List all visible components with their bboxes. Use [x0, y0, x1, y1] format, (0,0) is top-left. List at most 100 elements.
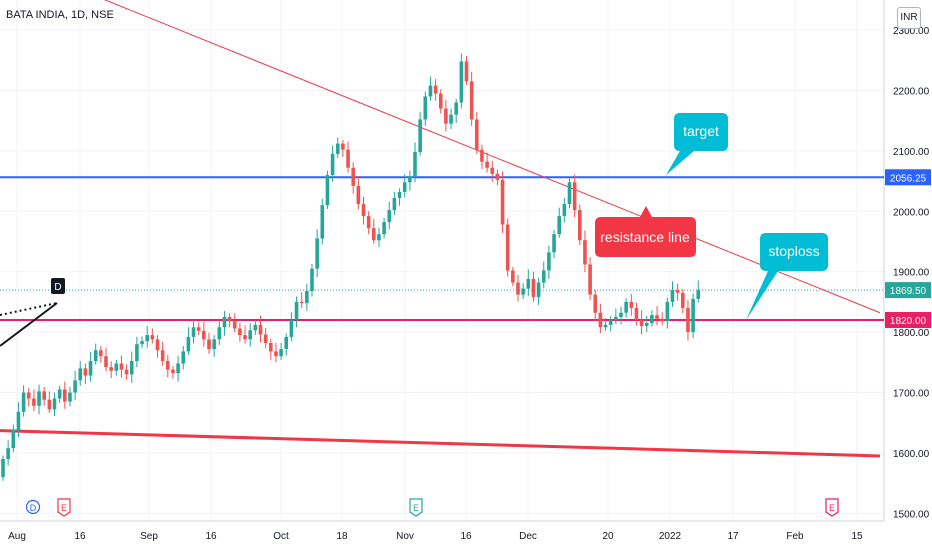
- candle-body: [696, 290, 701, 299]
- candle-body: [598, 312, 603, 328]
- candle-body: [552, 234, 556, 253]
- candle-body: [583, 240, 587, 265]
- candle-body: [634, 307, 639, 321]
- earnings-marker-1[interactable]: E: [57, 498, 71, 517]
- candle-body: [299, 301, 304, 304]
- earnings-marker-2[interactable]: E: [409, 498, 423, 517]
- candle-body: [171, 369, 175, 374]
- pattern-line[interactable]: [0, 302, 58, 347]
- candle-body: [155, 339, 160, 351]
- candle-body: [670, 289, 675, 302]
- candles: [1, 53, 701, 481]
- candle-body: [449, 114, 453, 124]
- time-tick-label: Feb: [786, 531, 804, 542]
- candle-body: [361, 204, 366, 217]
- candle-body: [547, 252, 551, 271]
- candle-body: [603, 324, 608, 328]
- candle-body: [691, 298, 695, 333]
- candle-body: [202, 330, 206, 340]
- candle-body: [572, 182, 577, 211]
- price-tick-label: 1600.00: [893, 449, 930, 460]
- candle-body: [78, 368, 83, 381]
- candle-body: [413, 152, 417, 177]
- candle-body: [557, 216, 561, 235]
- candle-body: [16, 411, 21, 430]
- stoploss-callout[interactable]: stoploss: [746, 233, 828, 320]
- candle-body: [26, 392, 31, 399]
- candle-body: [1, 458, 5, 478]
- candle-body: [330, 153, 335, 176]
- candle-body: [68, 392, 72, 402]
- time-tick-label: 16: [74, 531, 86, 542]
- candle-body: [289, 320, 294, 337]
- candle-body: [619, 312, 623, 317]
- candle-body: [480, 149, 484, 162]
- time-tick-label: 17: [727, 531, 739, 542]
- candle-body: [681, 292, 685, 308]
- price-label-last: 1869.50: [885, 282, 931, 299]
- candle-body: [47, 399, 52, 410]
- candle-body: [500, 179, 505, 225]
- svg-text:2056.25: 2056.25: [890, 173, 927, 184]
- dividend-marker[interactable]: D: [25, 499, 41, 515]
- candle-body: [315, 238, 319, 269]
- candle-body: [402, 182, 407, 192]
- currency-badge[interactable]: INR: [897, 7, 921, 29]
- svg-text:E: E: [61, 503, 67, 513]
- candle-body: [160, 350, 165, 362]
- candle-body: [629, 301, 634, 308]
- candle-body: [104, 356, 108, 368]
- candle-body: [57, 389, 62, 399]
- candle-body: [11, 429, 16, 449]
- candle-body: [495, 173, 500, 180]
- candle-body: [505, 224, 510, 271]
- price-label-stop: 1820.00: [885, 312, 931, 329]
- candle-body: [166, 361, 170, 370]
- candle-body: [408, 176, 412, 183]
- candle-body: [644, 323, 649, 327]
- candle-body: [341, 143, 345, 150]
- d-badge-label: D: [54, 282, 61, 293]
- candle-body: [526, 278, 531, 289]
- time-tick-label: 2022: [659, 531, 682, 542]
- candle-body: [593, 294, 598, 313]
- candle-body: [588, 264, 592, 295]
- candle-body: [124, 369, 129, 375]
- candle-body: [176, 363, 180, 374]
- svg-text:D: D: [30, 503, 37, 513]
- time-tick-label: 16: [460, 531, 472, 542]
- earnings-marker-3[interactable]: E: [825, 498, 839, 517]
- price-tick-label: 2300.00: [893, 26, 930, 37]
- candle-body: [63, 389, 67, 402]
- candle-body: [490, 167, 495, 174]
- svg-text:E: E: [829, 503, 835, 513]
- svg-text:E: E: [413, 503, 419, 513]
- candle-body: [377, 234, 381, 241]
- candle-body: [109, 367, 113, 371]
- candle-body: [258, 324, 263, 335]
- candle-body: [42, 391, 46, 400]
- candle-body: [366, 216, 371, 229]
- candle-body: [114, 363, 119, 371]
- candle-body: [428, 85, 433, 97]
- resistance-trendline[interactable]: [0, 0, 881, 314]
- price-axis: 2300.00 2200.00 2100.00 2000.00 1900.00 1800.…: [893, 26, 930, 520]
- candle-body: [6, 448, 10, 459]
- support-trendline[interactable]: [0, 429, 881, 458]
- candle-body: [150, 335, 155, 340]
- candle-body: [382, 222, 386, 235]
- candle-body: [438, 93, 443, 109]
- resistance-callout[interactable]: resistance line: [595, 206, 696, 257]
- target-callout[interactable]: target: [666, 113, 728, 175]
- d-badge[interactable]: D: [51, 278, 65, 294]
- time-tick-label: Aug: [8, 531, 26, 542]
- chart-title: BATA INDIA, 1D, NSE: [6, 9, 114, 21]
- candle-body: [119, 363, 124, 370]
- candle-body: [99, 350, 103, 357]
- candle-body: [351, 167, 355, 186]
- price-tick-label: 1900.00: [893, 268, 930, 279]
- candle-body: [294, 301, 299, 321]
- candle-body: [222, 316, 227, 328]
